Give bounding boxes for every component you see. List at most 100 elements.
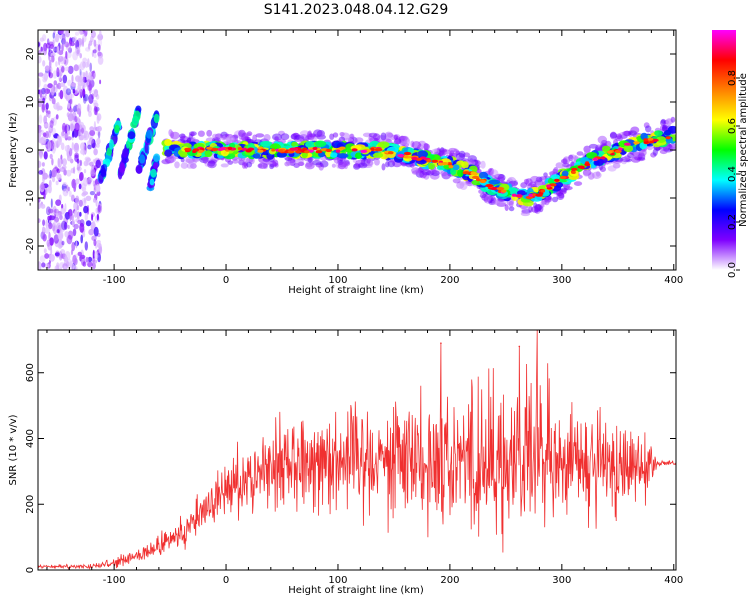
snr-x-axis-label: Height of straight line (km) — [288, 585, 424, 596]
ridge-halo-cell — [263, 134, 271, 142]
ridge-peak-cell — [426, 159, 432, 163]
noise-speckle — [79, 61, 86, 71]
ridge-peak-cell — [476, 178, 480, 182]
ridge-peak-cell — [304, 150, 310, 154]
streak-cell — [109, 139, 114, 150]
ridge-peak-cell — [584, 162, 591, 167]
noise-speckle — [79, 53, 82, 59]
noise-speckle — [60, 249, 66, 255]
noise-speckle — [64, 66, 70, 72]
ridge-peak-cell — [192, 148, 200, 152]
x-tick-label: 100 — [328, 275, 347, 286]
noise-speckle — [59, 89, 64, 100]
ridge-halo-cell — [206, 129, 213, 137]
ridge-halo-cell — [670, 116, 676, 123]
streak-cell — [135, 165, 143, 174]
ridge-halo-cell — [455, 152, 465, 161]
ridge-halo-cell — [382, 138, 392, 143]
noise-speckle — [78, 199, 83, 207]
noise-speckle — [72, 36, 78, 43]
noise-speckle — [67, 91, 73, 100]
ridge-halo-cell — [562, 156, 571, 164]
noise-speckle — [70, 82, 77, 87]
noise-speckle — [95, 159, 102, 169]
streak-cell — [119, 163, 126, 173]
ridge-halo-cell — [645, 125, 652, 133]
ridge-peak-cell — [633, 141, 640, 145]
streak-cell — [145, 129, 153, 139]
noise-speckle — [60, 142, 65, 151]
noise-speckle — [79, 211, 82, 217]
noise-speckle — [97, 204, 101, 213]
noise-speckle — [85, 220, 92, 227]
ridge-halo-cell — [662, 124, 668, 132]
ridge-peak-cell — [335, 149, 341, 153]
noise-speckle — [89, 191, 95, 196]
ridge-cell — [355, 152, 363, 159]
ridge-halo-cell — [563, 186, 573, 191]
noise-speckle — [89, 168, 96, 177]
ridge-halo-cell — [290, 133, 298, 140]
ridge-peak-cell — [592, 157, 598, 161]
ridge-cell — [623, 145, 634, 153]
noise-speckle — [59, 267, 63, 270]
ridge-halo-cell — [467, 155, 477, 163]
ridge-halo-cell — [349, 133, 355, 138]
noise-speckle — [93, 39, 97, 47]
noise-speckle — [79, 222, 85, 233]
noise-speckle — [85, 157, 91, 162]
noise-speckle — [95, 106, 98, 116]
ridge-peak-cell — [289, 147, 298, 151]
ridge-cell — [640, 132, 648, 141]
noise-speckle — [49, 43, 55, 50]
noise-speckle — [67, 79, 72, 87]
noise-speckle — [81, 192, 87, 197]
noise-speckle — [87, 256, 93, 263]
ridge-cell — [372, 152, 384, 158]
streak-cell — [144, 142, 149, 154]
ridge-peak-cell — [287, 150, 295, 154]
noise-speckle — [50, 55, 55, 63]
noise-speckle — [59, 211, 63, 218]
noise-speckle — [38, 78, 41, 88]
noise-speckle — [53, 80, 58, 86]
ridge-peak-cell — [411, 156, 418, 160]
noise-speckle — [60, 253, 64, 259]
noise-speckle — [80, 254, 86, 259]
noise-speckle — [42, 219, 46, 226]
noise-speckle — [54, 265, 58, 270]
ridge-halo-cell — [202, 155, 209, 163]
ridge-halo-cell — [380, 132, 387, 141]
noise-speckle — [95, 207, 98, 214]
noise-speckle — [42, 233, 47, 242]
ridge-halo-cell — [191, 136, 196, 143]
noise-speckle — [62, 188, 69, 197]
noise-speckle — [43, 72, 48, 81]
noise-speckle — [97, 44, 101, 52]
ridge-halo-cell — [241, 161, 247, 169]
noise-speckle — [97, 38, 103, 47]
noise-speckle — [71, 142, 75, 151]
ridge-halo-cell — [556, 192, 565, 200]
ridge-halo-cell — [269, 163, 274, 170]
noise-speckle — [85, 47, 91, 52]
ridge-halo-cell — [274, 136, 279, 141]
ridge-peak-cell — [184, 147, 192, 151]
ridge-peak-cell — [241, 147, 248, 151]
noise-speckle — [68, 108, 74, 113]
ridge-cell — [337, 153, 349, 159]
ridge-cell — [252, 153, 261, 159]
ridge-peak-cell — [308, 149, 314, 153]
noise-speckle — [93, 49, 97, 54]
noise-speckle — [59, 82, 66, 87]
noise-speckle — [61, 220, 67, 231]
ridge-halo-cell — [358, 162, 368, 169]
noise-speckle — [77, 76, 84, 83]
ridge-cell — [478, 171, 489, 180]
noise-speckle — [74, 154, 79, 162]
ridge-peak-cell — [211, 147, 219, 151]
noise-speckle — [71, 74, 74, 84]
ridge-halo-cell — [404, 138, 411, 146]
ridge-halo-cell — [573, 181, 583, 187]
ridge-halo-cell — [440, 170, 448, 177]
